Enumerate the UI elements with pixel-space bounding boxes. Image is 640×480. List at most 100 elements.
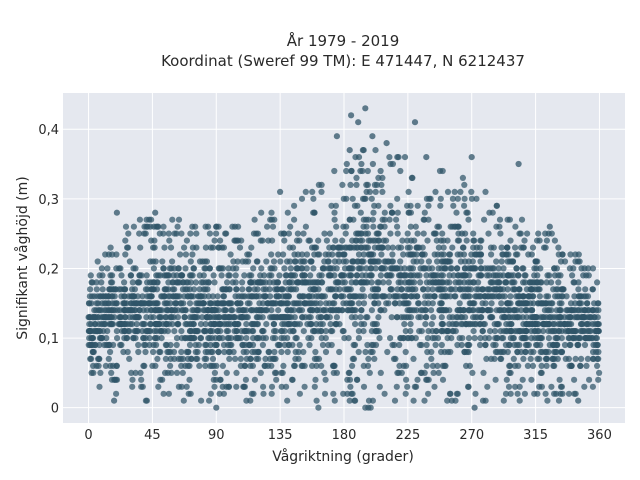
data-point <box>303 265 310 272</box>
data-point <box>353 181 360 188</box>
data-point <box>209 355 217 362</box>
data-point <box>333 133 340 140</box>
data-point <box>361 195 368 202</box>
data-point <box>142 397 149 404</box>
data-point <box>232 279 239 286</box>
data-point <box>313 397 320 404</box>
data-point <box>348 167 355 175</box>
data-point <box>201 258 209 265</box>
data-point <box>443 279 451 286</box>
data-point <box>516 286 523 293</box>
data-point <box>338 307 346 314</box>
data-point <box>521 272 528 279</box>
data-point <box>427 195 434 202</box>
data-point <box>425 390 432 397</box>
data-point <box>245 286 252 293</box>
data-point <box>291 362 298 369</box>
data-point <box>423 362 430 369</box>
data-point <box>565 355 573 362</box>
data-point <box>270 321 277 328</box>
data-point <box>448 335 455 342</box>
data-point <box>578 293 585 300</box>
data-point <box>571 390 578 397</box>
data-point <box>387 202 394 209</box>
data-point <box>394 230 401 237</box>
data-point <box>388 286 395 293</box>
data-point <box>117 341 124 349</box>
data-point <box>180 300 187 307</box>
data-point <box>336 348 343 356</box>
data-point <box>182 265 189 272</box>
data-point <box>113 376 121 383</box>
x-axis-title: Vågriktning (grader) <box>272 448 414 465</box>
data-point <box>402 328 409 335</box>
data-point <box>470 328 477 335</box>
data-point <box>216 321 223 328</box>
data-point <box>507 390 514 397</box>
data-point <box>173 279 180 286</box>
data-point <box>251 279 258 286</box>
data-point <box>101 321 108 328</box>
data-point <box>364 314 371 321</box>
data-point <box>315 237 322 244</box>
data-point <box>417 314 424 321</box>
data-point <box>97 369 104 376</box>
data-point <box>227 251 234 258</box>
data-point <box>493 258 500 265</box>
data-point <box>129 279 136 286</box>
data-point <box>354 202 361 209</box>
data-point <box>317 314 324 321</box>
data-point <box>113 265 120 272</box>
data-point <box>229 307 236 314</box>
data-point <box>435 223 443 230</box>
data-point <box>508 328 515 335</box>
data-point <box>477 265 485 272</box>
data-point <box>522 307 529 314</box>
data-point <box>332 202 339 209</box>
data-point <box>227 300 234 307</box>
data-point <box>193 307 200 314</box>
data-point <box>387 230 394 237</box>
data-point <box>315 404 322 411</box>
data-point <box>375 202 382 209</box>
data-point <box>571 376 578 383</box>
data-point <box>415 300 422 307</box>
data-point <box>191 335 198 342</box>
data-point <box>451 188 458 195</box>
data-point <box>502 279 509 286</box>
data-point <box>569 335 576 342</box>
data-point <box>516 383 523 390</box>
data-point <box>365 216 372 223</box>
data-point <box>129 376 136 383</box>
data-point <box>300 230 307 237</box>
data-point <box>178 328 185 335</box>
data-point <box>221 314 228 321</box>
data-point <box>530 348 537 356</box>
data-point <box>163 314 170 321</box>
data-point <box>162 341 169 349</box>
data-point <box>381 258 388 265</box>
data-point <box>388 314 395 321</box>
data-point <box>449 244 456 251</box>
data-point <box>194 355 201 362</box>
data-point <box>410 397 417 404</box>
data-point <box>477 314 484 321</box>
data-point <box>175 321 182 328</box>
data-point <box>384 348 391 356</box>
data-point <box>308 321 315 328</box>
data-point <box>486 272 493 279</box>
data-point <box>292 348 299 356</box>
data-point <box>514 390 521 397</box>
data-point <box>161 244 168 251</box>
data-point <box>404 237 411 244</box>
data-point <box>398 369 405 376</box>
data-point <box>335 244 342 251</box>
data-point <box>180 397 187 404</box>
data-point <box>133 328 141 335</box>
data-point <box>417 307 424 314</box>
data-point <box>96 383 103 390</box>
data-point <box>438 293 445 300</box>
data-point <box>139 321 146 328</box>
data-point <box>411 383 418 390</box>
data-point <box>238 293 245 300</box>
